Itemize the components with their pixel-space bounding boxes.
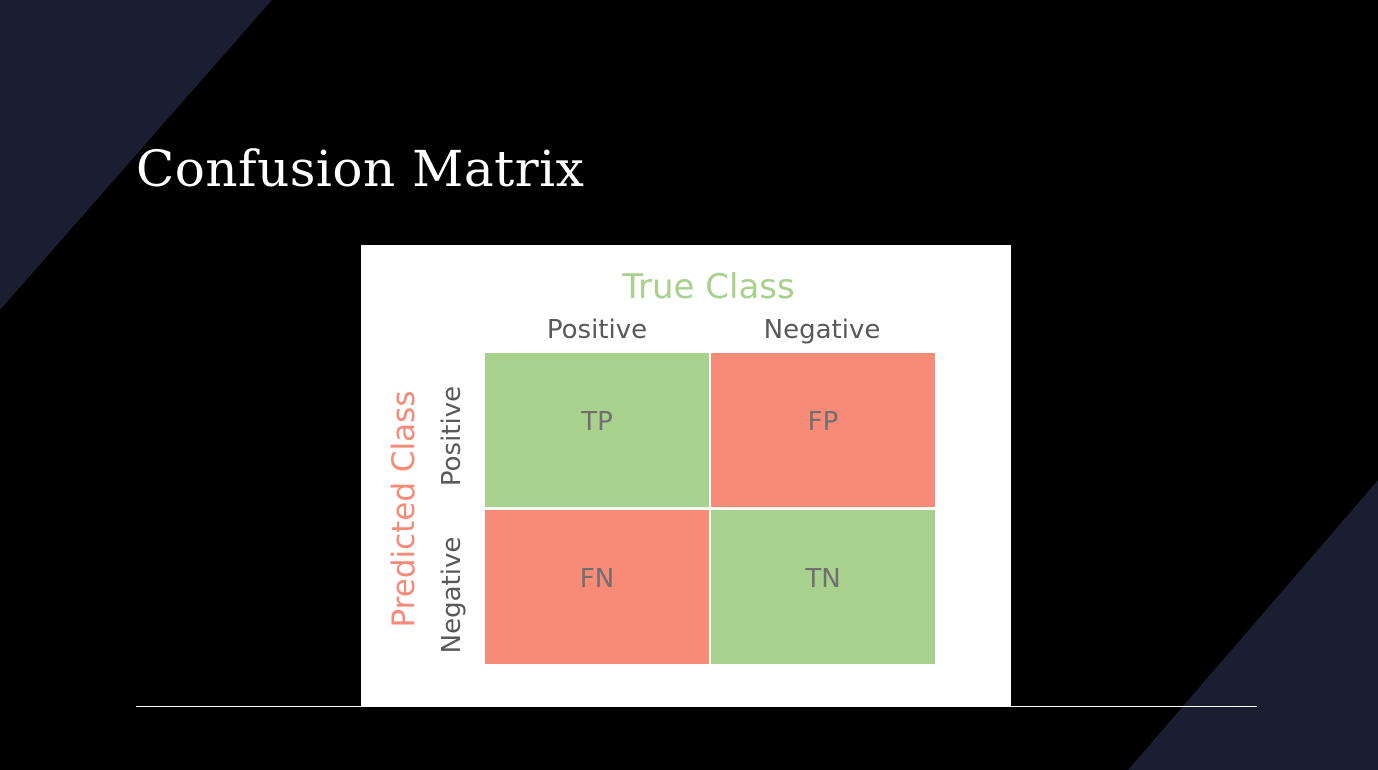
top-left-accent-shape (0, 0, 272, 310)
cell-label-tp: TP (581, 407, 613, 437)
row-label-negative: Negative (437, 536, 467, 654)
bottom-right-accent-shape (1128, 480, 1378, 770)
bottom-divider (136, 706, 1257, 707)
column-label-negative: Negative (763, 315, 881, 345)
predicted-class-label: Predicted Class (386, 390, 422, 628)
confusion-matrix-figure: True Class Positive Negative Predicted C… (361, 245, 1011, 707)
cell-false-negative: FN (485, 510, 709, 664)
cell-label-fn: FN (579, 564, 615, 594)
cell-true-positive: TP (485, 353, 709, 507)
true-class-label: True Class (622, 267, 795, 307)
cell-label-fp: FP (807, 407, 839, 437)
cell-false-positive: FP (711, 353, 935, 507)
cell-label-tn: TN (805, 564, 841, 594)
cell-true-negative: TN (711, 510, 935, 664)
slide-title: Confusion Matrix (136, 140, 585, 198)
row-label-positive: Positive (437, 385, 467, 487)
column-label-positive: Positive (546, 315, 648, 345)
